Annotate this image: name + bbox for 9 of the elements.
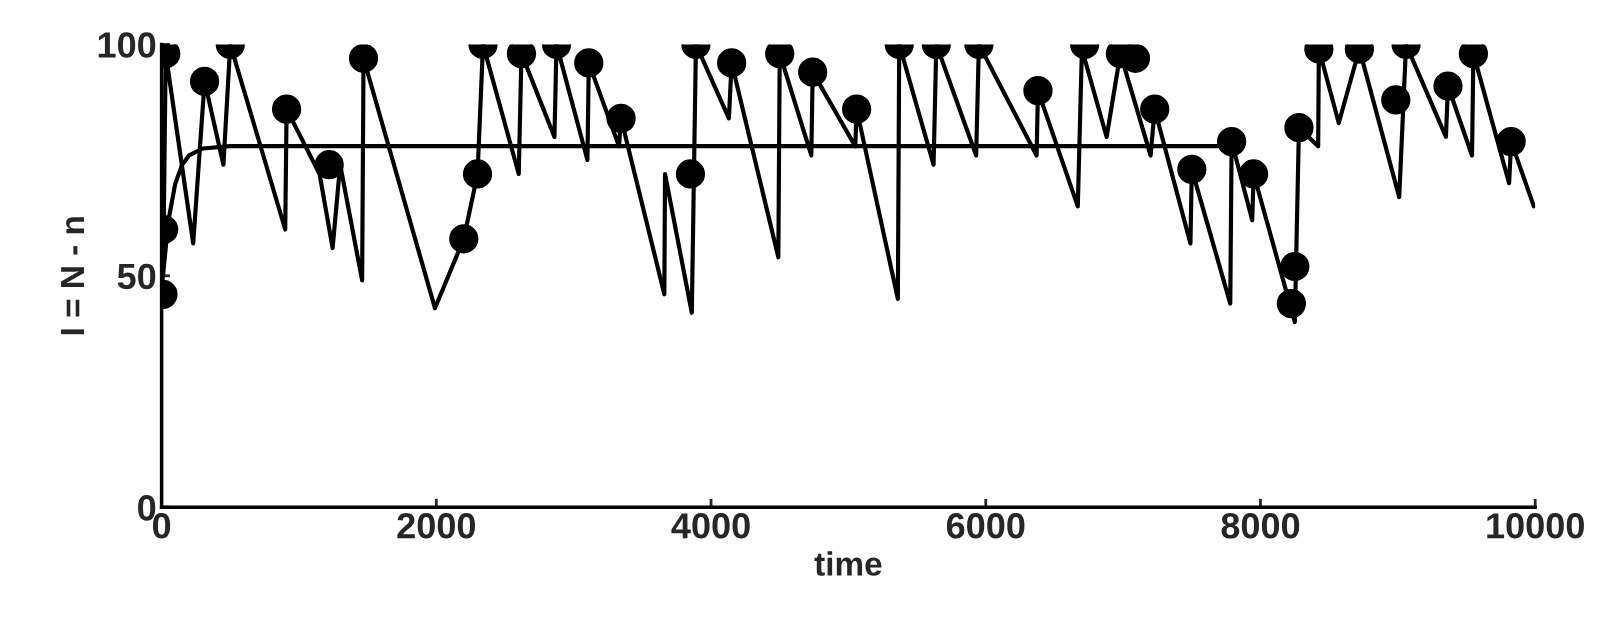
x-tick-label: 6000 [946,513,1025,539]
x-tick-label: 8000 [1221,513,1300,539]
y-tick-label: 50 [117,263,156,290]
x-axis-title: time [814,551,882,576]
x-tick-label: 2000 [397,513,476,539]
y-axis-title: I = N - n [61,217,85,335]
x-tick-label: 10000 [1487,513,1584,539]
x-tick-label: 4000 [671,513,750,539]
y-tick-label: 100 [98,32,156,58]
